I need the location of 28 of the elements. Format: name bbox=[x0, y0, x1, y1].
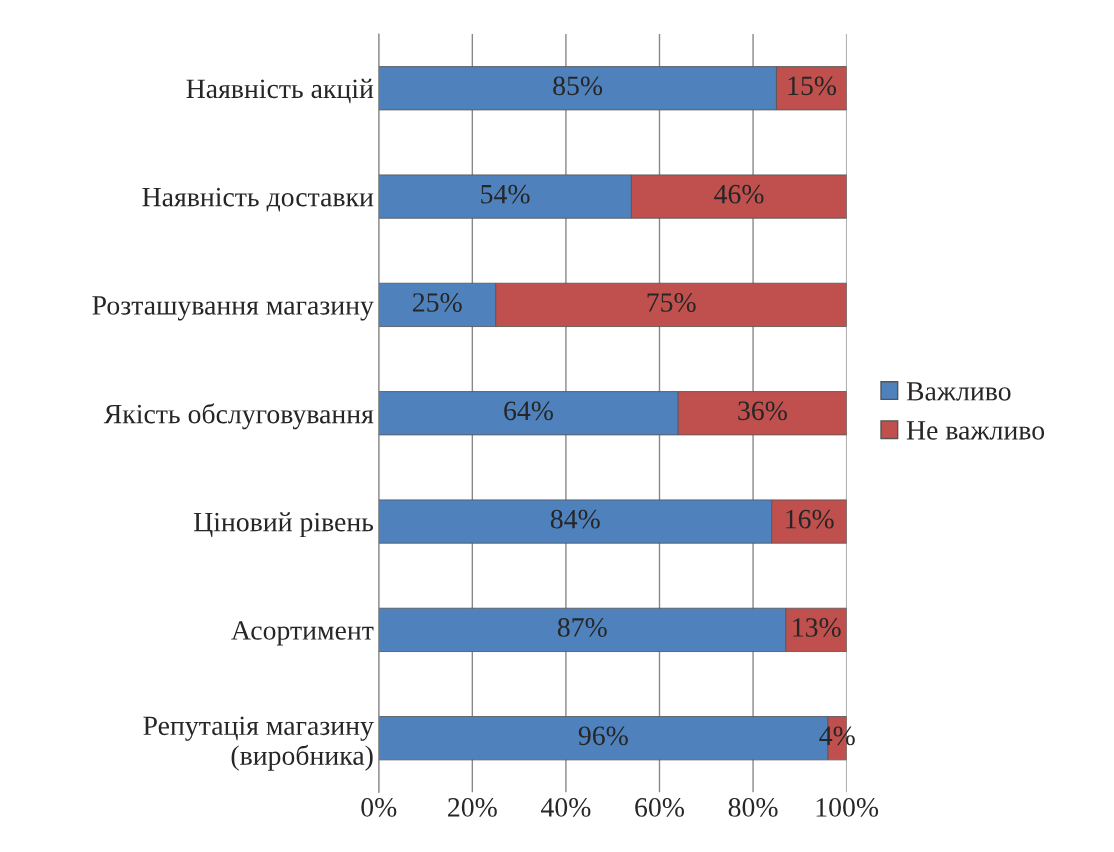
data-label: 85% bbox=[553, 76, 603, 96]
data-label: 84% bbox=[550, 509, 600, 529]
data-label: 16% bbox=[786, 509, 834, 529]
y-tick-label: Наявність акцій bbox=[186, 78, 374, 104]
x-tick-label: 0% bbox=[361, 798, 397, 817]
x-tick-label: 40% bbox=[541, 798, 591, 817]
y-tick-label: Асортимент bbox=[231, 621, 374, 646]
x-tick-label: 20% bbox=[448, 798, 497, 817]
legend-label: Важливо bbox=[906, 382, 1011, 401]
data-label: 87% bbox=[557, 618, 607, 637]
y-tick-label: Ціновий рівень bbox=[193, 512, 374, 538]
data-label: 75% bbox=[647, 293, 696, 312]
x-tick-label: 60% bbox=[635, 798, 684, 817]
data-label: 13% bbox=[793, 618, 841, 637]
x-tick-label: 100% bbox=[816, 798, 879, 817]
data-label: 96% bbox=[578, 726, 628, 746]
x-tick-label: 80% bbox=[728, 798, 778, 817]
data-label: 46% bbox=[714, 184, 764, 204]
data-label: 25% bbox=[413, 293, 462, 312]
y-tick-label: Якість обслуговування bbox=[103, 403, 374, 430]
y-tick-label: Репутація магазину (виробника) bbox=[143, 716, 374, 771]
data-label: 15% bbox=[788, 76, 837, 96]
y-tick-label: Наявність доставки bbox=[142, 187, 374, 212]
data-label: 36% bbox=[738, 401, 787, 421]
data-label: 64% bbox=[504, 401, 553, 421]
data-label: 54% bbox=[481, 184, 530, 204]
y-tick-label: Розташування магазину bbox=[92, 296, 374, 321]
legend-label: Не важливо bbox=[906, 421, 1045, 440]
